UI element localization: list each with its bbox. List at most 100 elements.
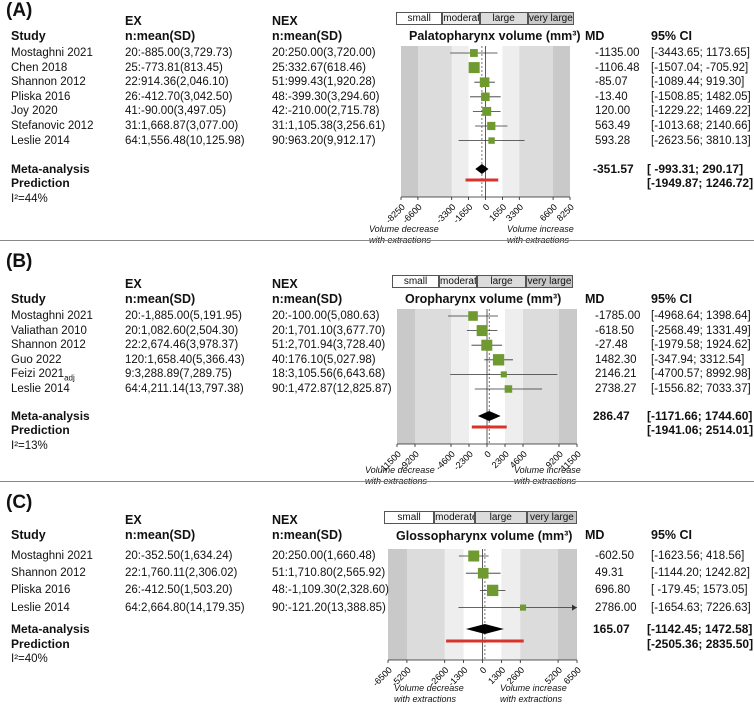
nex-header: NEX <box>272 513 298 527</box>
ex-value: 25:-773.81(813.45) <box>125 61 223 74</box>
ex-value: 26:-412.70(3,042.50) <box>125 90 233 103</box>
effect-category-box: very large <box>526 511 577 524</box>
prediction-ci: [-1941.06; 2514.01] <box>647 423 754 437</box>
ci-arrow <box>572 604 577 611</box>
md-value: -85.07 <box>595 76 628 89</box>
nex-value: 48:-399.30(3,294.60) <box>272 90 380 103</box>
meta-md: -351.57 <box>593 162 634 176</box>
nex-value: 90:1,472.87(12,825.87) <box>272 383 392 395</box>
ex-value: 22:914.36(2,046.10) <box>125 76 229 89</box>
ci-value: [-1623.56; 418.56] <box>651 550 745 562</box>
chart-title: Glossopharynx volume (mm³) <box>396 529 573 543</box>
nex-value: 42:-210.00(2,715.78) <box>272 105 380 118</box>
study-name: Joy 2020 <box>11 105 58 118</box>
meta-diamond <box>465 624 504 634</box>
study-marker <box>479 77 490 87</box>
nex-subheader: n:mean(SD) <box>272 528 343 542</box>
study-header: Study <box>11 29 46 43</box>
ci-value: [-1556.82; 7033.37] <box>651 383 751 395</box>
effect-category-box: large <box>477 275 526 288</box>
effect-category-box: large <box>479 12 528 25</box>
effect-category-box: very large <box>527 12 574 25</box>
chart-title: Palatopharynx volume (mm³) <box>409 29 581 43</box>
x-tick-label: -6500 <box>371 665 394 688</box>
study-name: Feizi 2021adj <box>11 368 75 383</box>
prediction-ci: [-2505.36; 2835.50] <box>647 637 754 651</box>
panel-label: (B) <box>6 251 33 272</box>
effect-category-box: small <box>392 275 440 288</box>
x-tick-label: -6600 <box>400 202 423 225</box>
x-tick-label: 3300 <box>504 202 525 223</box>
x-tick-label: 8250 <box>555 202 576 223</box>
x-tick-label: -2300 <box>452 449 475 472</box>
study-marker <box>519 604 527 611</box>
ex-value: 64:1,556.48(10,125.98) <box>125 134 245 147</box>
nex-value: 20:1,701.10(3,677.70) <box>272 324 386 337</box>
effect-category-box: large <box>474 511 527 524</box>
ex-subheader: n:mean(SD) <box>125 29 196 43</box>
prediction-label: Prediction <box>11 176 70 190</box>
panel-label: (C) <box>6 492 33 513</box>
forest-panel: (B) EX n:mean(SD) NEX n:mean(SD) Study MD 95% C… <box>0 241 754 486</box>
nex-value: 25:332.67(618.46) <box>272 61 366 74</box>
effect-category-box: moderate <box>434 511 475 524</box>
study-name-subscript: adj <box>64 373 75 383</box>
md-header: MD <box>585 29 605 43</box>
nex-value: 20:250.00(1,660.48) <box>272 550 376 562</box>
study-marker <box>481 92 490 102</box>
nex-header: NEX <box>272 277 298 291</box>
study-marker <box>482 106 492 116</box>
nex-value: 40:176.10(5,027.98) <box>272 353 376 366</box>
panel-divider <box>0 481 754 482</box>
prediction-label: Prediction <box>11 423 70 437</box>
ci-value: [-4700.57; 8992.98] <box>651 368 751 381</box>
x-tick-label: 0 <box>482 449 493 460</box>
study-marker <box>488 137 495 144</box>
x-tick-label: -1650 <box>451 202 474 225</box>
nex-subheader: n:mean(SD) <box>272 292 343 306</box>
md-value: -1135.00 <box>595 47 640 59</box>
meta-md: 286.47 <box>593 409 630 423</box>
ci-header: 95% CI <box>651 528 692 542</box>
study-name: Shannon 2012 <box>11 76 86 89</box>
ex-value: 9:3,288.89(7,289.75) <box>125 368 232 381</box>
effect-category-box: small <box>396 12 443 25</box>
meta-ci: [-1171.66; 1744.60] <box>647 409 753 423</box>
study-name: Mostaghni 2021 <box>11 310 93 322</box>
ex-value: 41:-90.00(3,497.05) <box>125 105 227 118</box>
md-value: -618.50 <box>595 324 635 337</box>
ci-value: [-1013.68; 2140.66] <box>651 120 751 132</box>
ex-value: 20:-885.00(3,729.73) <box>125 47 233 59</box>
md-header: MD <box>585 292 605 306</box>
ci-value: [-2623.56; 3810.13] <box>651 134 751 147</box>
md-value: 2786.00 <box>595 601 637 614</box>
ex-value: 31:1,668.87(3,077.00) <box>125 120 239 132</box>
ex-value: 22:2,674.46(3,978.37) <box>125 339 239 352</box>
x-tick-label: 1650 <box>487 202 508 223</box>
ci-value: [-1508.85; 1482.05] <box>651 90 751 103</box>
meta-label: Meta-analysis <box>11 162 90 176</box>
md-value: 2146.21 <box>595 368 637 381</box>
ci-value: [-1229.22; 1469.22] <box>651 105 751 118</box>
i2-value: I²=40% <box>11 653 48 665</box>
ex-value: 20:1,082.60(2,504.30) <box>125 324 239 337</box>
ex-header: EX <box>125 277 142 291</box>
study-marker <box>468 311 478 321</box>
forest-panel: (A) EX n:mean(SD) NEX n:mean(SD) Study MD 95% C… <box>0 0 754 245</box>
ex-value: 64:2,664.80(14,179.35) <box>125 601 245 614</box>
x-tick-label: 0 <box>481 202 492 213</box>
nex-value: 31:1,105.38(3,256.61) <box>272 120 386 132</box>
panel-divider <box>0 240 754 241</box>
ci-value: [-2568.49; 1331.49] <box>651 324 751 337</box>
study-header: Study <box>11 292 46 306</box>
ci-header: 95% CI <box>651 292 692 306</box>
panel-label: (A) <box>6 0 33 21</box>
ex-value: 22:1,760.11(2,306.02) <box>125 567 238 580</box>
md-header: MD <box>585 528 605 542</box>
ci-value: [-1089.44; 919.30] <box>651 76 745 89</box>
md-value: 120.00 <box>595 105 631 118</box>
nex-value: 51:2,701.94(3,728.40) <box>272 339 386 352</box>
